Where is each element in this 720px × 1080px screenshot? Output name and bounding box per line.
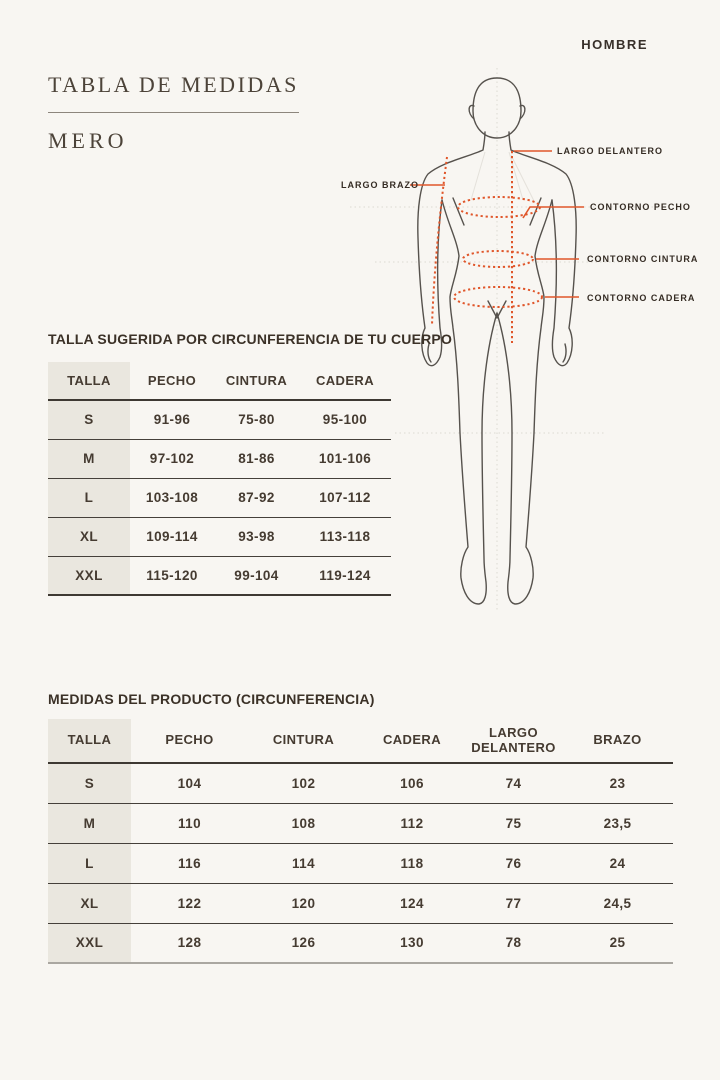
col-header-brazo: BRAZO: [593, 732, 642, 748]
value-cell: 112: [400, 815, 424, 831]
value-cell: 99-104: [234, 567, 279, 583]
product-table: TALLA PECHO CINTURA CADERA LARGO DELANTE…: [48, 719, 673, 964]
value-cell: 120: [291, 895, 316, 911]
col-header-cintura: CINTURA: [272, 732, 335, 748]
value-cell: 75-80: [238, 412, 275, 428]
label-contorno-cintura: CONTORNO CINTURA: [587, 254, 699, 264]
size-cell: L: [48, 843, 131, 883]
product-table-header-row: TALLA PECHO CINTURA CADERA LARGO DELANTE…: [48, 719, 673, 763]
value-cell: 81-86: [238, 451, 275, 466]
value-cell: 116: [178, 855, 201, 871]
label-contorno-cadera: CONTORNO CADERA: [587, 293, 696, 303]
label-largo-brazo: LARGO BRAZO: [341, 180, 419, 190]
value-cell: 115-120: [146, 567, 198, 583]
value-cell: 124: [400, 895, 424, 911]
value-cell: 107-112: [319, 490, 371, 505]
value-cell: 87-92: [238, 490, 275, 505]
value-cell: 75: [505, 815, 522, 831]
value-cell: 126: [291, 935, 316, 951]
size-cell: XL: [48, 517, 130, 556]
size-cell: M: [48, 803, 131, 843]
value-cell: 95-100: [322, 412, 368, 428]
table-row: XL 109-114 93-98 113-118: [48, 517, 391, 556]
table-row: S 91-96 75-80 95-100: [48, 400, 391, 439]
product-table-heading: MEDIDAS DEL PRODUCTO (CIRCUNFERENCIA): [48, 691, 375, 707]
value-cell: 109-114: [146, 529, 198, 544]
size-cell: L: [48, 478, 130, 517]
value-cell: 108: [291, 815, 316, 831]
size-cell: M: [48, 439, 130, 478]
col-header-pecho: PECHO: [165, 732, 214, 748]
label-contorno-pecho: CONTORNO PECHO: [590, 202, 691, 212]
size-cell: S: [48, 400, 130, 439]
value-cell: 93-98: [238, 529, 275, 544]
col-header-cintura: CINTURA: [225, 373, 288, 388]
value-cell: 23: [609, 775, 626, 791]
label-largo-delantero: LARGO DELANTERO: [557, 146, 663, 156]
value-cell: 103-108: [145, 490, 199, 505]
body-figure-illustration: [350, 68, 660, 612]
size-table: TALLA PECHO CINTURA CADERA S 91-96 75-80…: [48, 362, 391, 596]
value-cell: 78: [505, 935, 522, 951]
value-cell: 110: [178, 815, 201, 831]
size-table-heading: TALLA SUGERIDA POR CIRCUNFERENCIA DE TU …: [48, 331, 453, 347]
value-cell: 114: [292, 855, 315, 871]
table-row: XXL 128 126 130 78 25: [48, 923, 673, 963]
size-cell: XXL: [48, 923, 131, 963]
value-cell: 91-96: [153, 412, 191, 428]
table-row: XXL 115-120 99-104 119-124: [48, 556, 391, 595]
table-row: L 116 114 118 76 24: [48, 843, 673, 883]
value-cell: 23,5: [603, 815, 632, 831]
value-cell: 118: [400, 855, 424, 871]
value-cell: 106: [400, 775, 424, 791]
page-title: TABLA DE MEDIDAS: [48, 72, 299, 97]
value-cell: 76: [505, 855, 522, 871]
size-cell: S: [48, 763, 131, 803]
table-row: M 97-102 81-86 101-106: [48, 439, 391, 478]
value-cell: 102: [291, 775, 316, 791]
table-row: L 103-108 87-92 107-112: [48, 478, 391, 517]
col-header-cadera: CADERA: [315, 373, 374, 388]
value-cell: 74: [505, 775, 522, 791]
value-cell: 122: [177, 895, 202, 911]
size-table-header-row: TALLA PECHO CINTURA CADERA: [48, 362, 391, 400]
value-cell: 24: [609, 855, 626, 871]
value-cell: 101-106: [318, 451, 372, 466]
size-cell: XXL: [48, 556, 130, 595]
value-cell: 24,5: [603, 895, 632, 911]
table-row: XL 122 120 124 77 24,5: [48, 883, 673, 923]
brand-name: MERO: [48, 128, 128, 153]
col-header-cadera: CADERA: [382, 732, 441, 748]
value-cell: 113-118: [319, 529, 371, 544]
value-cell: 128: [177, 935, 202, 951]
table-row: M 110 108 112 75 23,5: [48, 803, 673, 843]
value-cell: 130: [400, 935, 424, 951]
category-label: HOMBRE: [581, 37, 648, 52]
col-header-largo-delantero: LARGO DELANTERO: [471, 724, 556, 755]
value-cell: 97-102: [149, 451, 195, 466]
value-cell: 119-124: [319, 567, 371, 583]
value-cell: 77: [505, 895, 522, 911]
col-header-pecho: PECHO: [147, 373, 197, 388]
col-header-talla: TALLA: [48, 719, 131, 763]
value-cell: 25: [609, 935, 626, 951]
table-row: S 104 102 106 74 23: [48, 763, 673, 803]
title-divider: [48, 112, 299, 113]
col-header-talla: TALLA: [48, 362, 130, 400]
value-cell: 104: [177, 775, 202, 791]
size-cell: XL: [48, 883, 131, 923]
